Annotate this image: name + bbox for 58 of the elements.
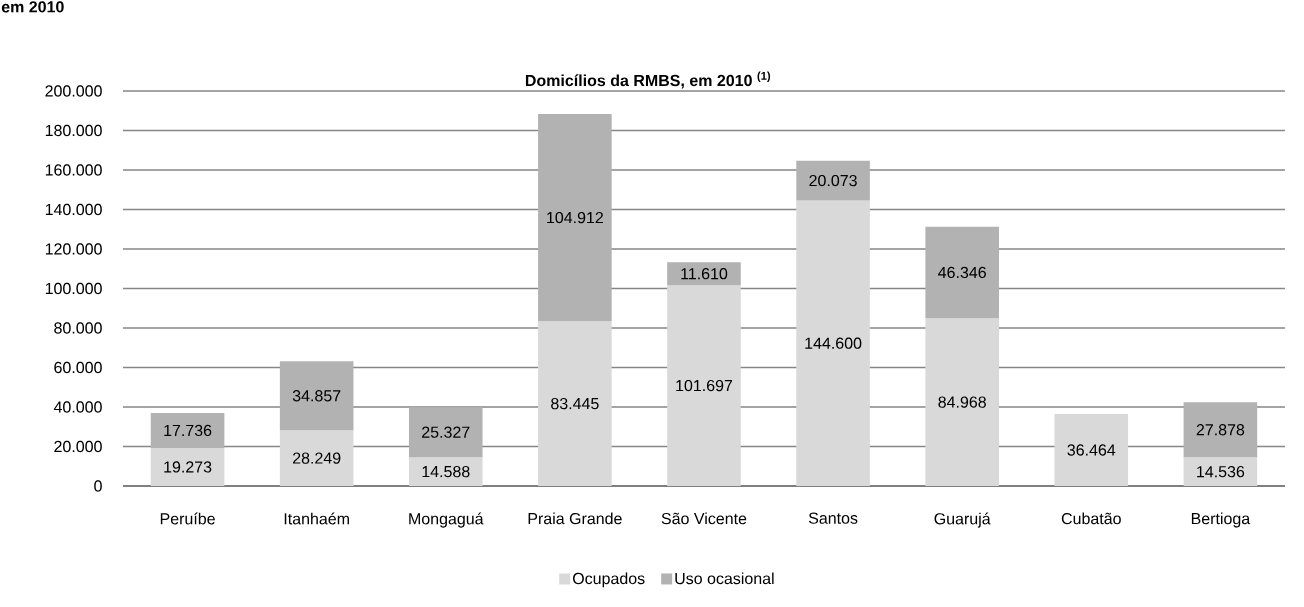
y-tick-label: 20.000 [54,440,102,453]
x-tick-label: Cubatão [1061,512,1121,525]
data-label: 27.878 [1196,424,1245,436]
legend-label: Uso ocasional [675,572,774,585]
x-tick-label: Praia Grande [528,512,622,525]
x-tick-label: São Vicente [661,512,747,525]
bar [925,318,999,486]
bar [1183,457,1258,486]
y-tick-label: 160.000 [45,164,102,176]
bar [667,285,741,486]
x-tick-label: Santos [808,512,858,524]
data-label: 101.697 [676,379,733,392]
bar [150,447,225,486]
x-tick-label: Guarujá [934,512,991,528]
bar [667,262,741,286]
y-tick-label: 60.000 [54,361,102,374]
bar [1054,413,1129,486]
y-tick-label: 180.000 [45,124,102,137]
data-label: 144.600 [805,337,862,349]
chart-title: Domicílios da RMBS, em 2010 $^{(1)}$ [525,71,771,89]
data-label: 25.327 [422,426,470,438]
data-label: 11.610 [681,268,728,280]
bar [1183,402,1258,458]
bar [796,160,870,201]
bar [279,361,354,431]
x-tick-label: Mongaguá [409,512,484,528]
bar [538,113,612,322]
data-label: 46.346 [938,266,986,279]
data-label: 19.273 [164,461,212,473]
x-tick-label: Peruíbe [160,512,215,525]
data-label: 84.968 [938,396,986,408]
bar [538,321,612,486]
bar [796,200,870,486]
data-label: 28.249 [293,452,341,464]
data-label: 17.736 [164,424,212,437]
y-tick-label: 140.000 [45,203,102,216]
bar [408,457,483,486]
data-label: 83.445 [551,397,599,410]
bar [925,226,999,319]
bar [279,430,354,486]
data-label: 20.073 [809,174,857,187]
y-tick-label: 120.000 [45,243,102,255]
text: em 2010 [1,1,64,13]
data-label: 34.857 [292,390,341,402]
bar [150,412,225,448]
data-label: 104.912 [547,211,603,224]
data-label: 14.588 [422,465,470,478]
y-tick-label: 200.000 [45,85,102,97]
data-label: 36.464 [1067,444,1116,456]
x-tick-label: Bertioga [1191,512,1251,528]
y-tick-label: 40.000 [53,401,102,413]
bar [408,407,483,458]
y-tick-label: 80.000 [54,322,102,334]
y-tick-label: 100.000 [45,282,102,295]
x-tick-label: Itanhaém [284,512,349,525]
data-label: 14.536 [1197,465,1245,478]
y-tick-label: 0 [94,480,102,492]
legend-label: Ocupados [572,572,645,588]
